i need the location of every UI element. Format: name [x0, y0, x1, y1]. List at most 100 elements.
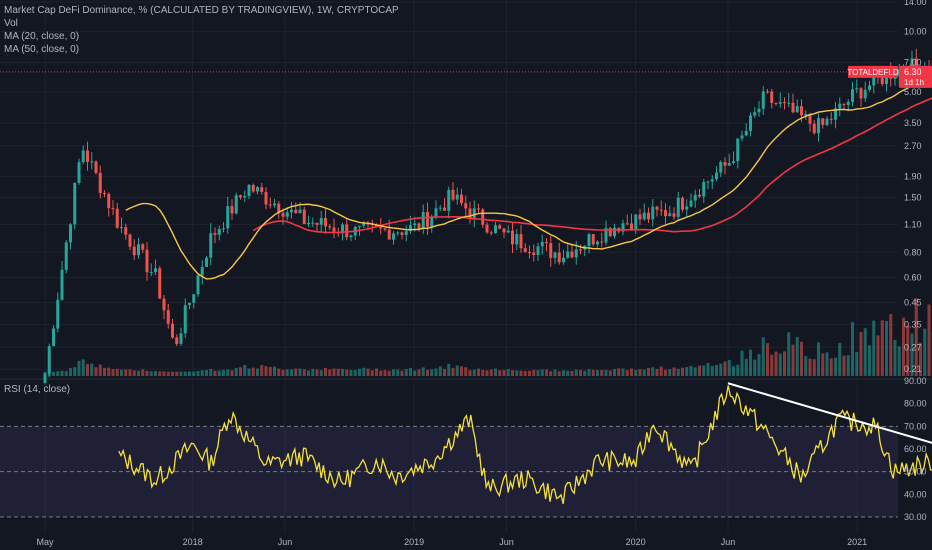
time-tick-label: Jun: [721, 537, 736, 547]
candle-body: [256, 187, 259, 192]
volume-bar: [600, 369, 604, 376]
volume-bar: [919, 342, 922, 376]
candle-body: [608, 228, 612, 237]
volume-bar: [681, 367, 684, 376]
volume-bar: [825, 352, 829, 376]
candle-body: [273, 203, 276, 206]
candle-body: [702, 182, 706, 197]
volume-bar: [846, 355, 850, 376]
volume-bar: [596, 370, 599, 376]
candle-body: [438, 207, 442, 209]
volume-bar: [115, 368, 119, 376]
volume-bar: [608, 370, 612, 376]
volume-bar: [447, 363, 451, 376]
volume-bar: [876, 335, 880, 376]
volume-bar: [621, 368, 625, 376]
candle-body: [880, 76, 884, 85]
volume-bar: [349, 369, 353, 376]
ma20-legend[interactable]: MA (20, close, 0): [4, 31, 80, 42]
price-tick-label: 0.45: [904, 298, 922, 308]
volume-bar: [885, 320, 888, 376]
volume-bar: [434, 368, 438, 376]
price-tick-label: 0.27: [904, 342, 922, 352]
vol-legend[interactable]: Vol: [4, 18, 18, 29]
candle-body: [98, 172, 102, 194]
volume-bar: [655, 369, 659, 376]
candle-body: [604, 228, 608, 243]
volume-bar: [693, 367, 697, 376]
volume-bar: [111, 368, 115, 376]
volume-bar: [808, 358, 812, 376]
volume-bar: [787, 332, 791, 376]
candle-body: [834, 108, 837, 120]
candle-body: [600, 241, 604, 243]
volume-bar: [766, 343, 769, 376]
candle-body: [557, 252, 561, 263]
volume-bar: [175, 371, 179, 376]
price-tick-label: 2.70: [904, 141, 922, 151]
candle-body: [749, 115, 752, 131]
volume-bar: [723, 361, 727, 376]
volume-bar: [523, 370, 527, 376]
price-tick-label: 3.50: [904, 118, 922, 128]
volume-layer: [43, 298, 932, 376]
volume-bar: [706, 362, 710, 376]
volume-bar: [783, 351, 786, 376]
volume-bar: [98, 364, 102, 376]
volume-bar: [642, 369, 646, 376]
volume-bar: [897, 346, 901, 376]
volume-bar: [574, 369, 578, 376]
volume-bar: [222, 369, 225, 376]
time-tick-label: May: [36, 537, 54, 547]
time-tick-label: 2021: [847, 537, 867, 547]
time-tick-label: Jun: [278, 537, 293, 547]
ma50-legend[interactable]: MA (50, close, 0): [4, 44, 80, 55]
volume-bar: [630, 368, 633, 376]
volume-bar: [383, 369, 387, 376]
candle-body: [77, 162, 81, 183]
volume-bar: [923, 328, 927, 376]
candle-body: [634, 214, 638, 231]
volume-bar: [863, 328, 867, 376]
candle-body: [345, 224, 349, 238]
candle-body: [655, 206, 659, 210]
volume-bar: [324, 367, 327, 376]
volume-bar: [307, 370, 310, 376]
volume-bar: [778, 353, 782, 376]
price-tick-label: 0.35: [904, 320, 922, 330]
rsi-legend[interactable]: RSI (14, close): [4, 384, 71, 395]
volume-bar: [914, 298, 918, 376]
candle-body: [132, 246, 136, 256]
candle-body: [485, 224, 489, 233]
rsi-tick-label: 40.00: [904, 489, 927, 499]
rsi-layer: [118, 382, 932, 504]
volume-bar: [540, 369, 544, 376]
candle-body: [498, 225, 502, 229]
candle-body: [264, 191, 268, 205]
candle-body: [761, 91, 765, 109]
candle-body: [549, 243, 553, 258]
volume-bar: [553, 369, 557, 376]
candle-body: [413, 223, 417, 226]
candle-body: [723, 162, 727, 166]
volume-bar: [345, 369, 349, 376]
candle-layer: [43, 48, 932, 385]
candle-body: [124, 227, 128, 235]
volume-bar: [81, 359, 85, 376]
rsi-tick-label: 80.00: [904, 399, 927, 409]
candle-body: [213, 233, 217, 235]
candle-body: [698, 194, 701, 197]
volume-bar: [570, 371, 574, 376]
candle-body: [47, 346, 51, 374]
candle-body: [451, 189, 455, 200]
volume-bar: [256, 368, 259, 376]
volume-bar: [128, 369, 132, 376]
rsi-trendline[interactable]: [727, 382, 932, 469]
candle-body: [455, 194, 459, 200]
volume-bar: [290, 369, 293, 376]
candle-body: [506, 230, 510, 233]
candle-body: [591, 234, 595, 245]
candle-body: [851, 89, 854, 102]
